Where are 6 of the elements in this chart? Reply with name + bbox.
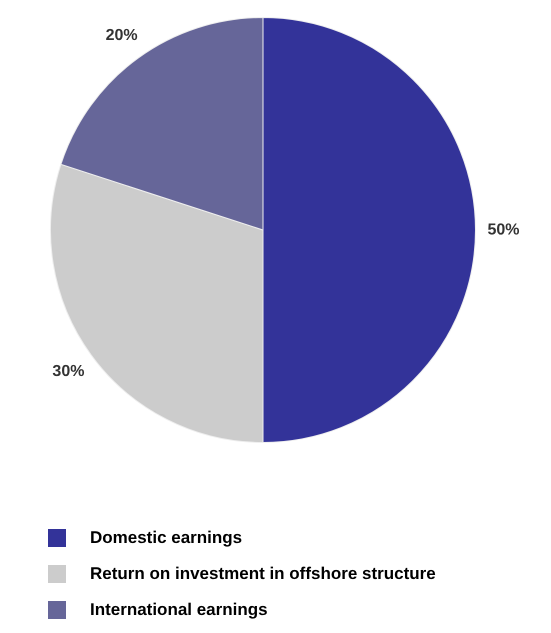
data-label: 20% (106, 26, 138, 44)
data-label: 30% (52, 362, 84, 380)
legend-label: Return on investment in offshore structure (90, 564, 436, 584)
legend-label: Domestic earnings (90, 528, 242, 548)
legend-label: International earnings (90, 600, 268, 620)
data-label: 50% (487, 221, 520, 238)
